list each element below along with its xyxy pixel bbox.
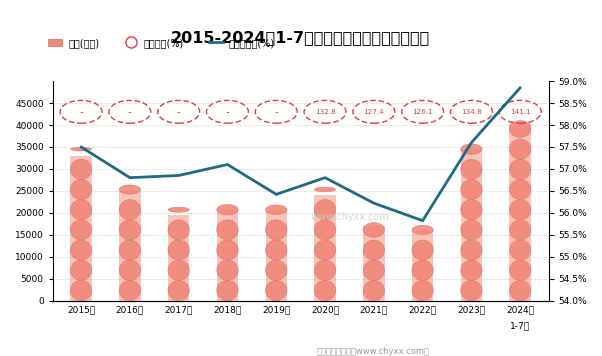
Text: 141.1: 141.1: [510, 109, 530, 115]
Ellipse shape: [363, 240, 385, 260]
Ellipse shape: [461, 159, 482, 179]
Ellipse shape: [509, 159, 531, 179]
FancyBboxPatch shape: [509, 123, 531, 300]
FancyBboxPatch shape: [217, 210, 238, 300]
Ellipse shape: [168, 281, 190, 300]
Ellipse shape: [412, 240, 433, 260]
Ellipse shape: [363, 260, 385, 281]
Ellipse shape: [509, 179, 531, 200]
Ellipse shape: [461, 179, 482, 200]
FancyBboxPatch shape: [412, 231, 433, 300]
Ellipse shape: [70, 200, 92, 220]
Text: www.chyxx.com: www.chyxx.com: [311, 212, 389, 222]
Ellipse shape: [217, 240, 238, 260]
Ellipse shape: [509, 281, 531, 300]
Ellipse shape: [509, 220, 531, 240]
Ellipse shape: [70, 159, 92, 179]
Ellipse shape: [70, 179, 92, 200]
Text: 132.8: 132.8: [315, 109, 335, 115]
Ellipse shape: [461, 260, 482, 281]
Text: -: -: [128, 107, 132, 117]
Ellipse shape: [509, 139, 531, 159]
Ellipse shape: [217, 220, 238, 240]
Ellipse shape: [461, 220, 482, 240]
Ellipse shape: [119, 220, 141, 240]
Ellipse shape: [265, 260, 287, 281]
FancyBboxPatch shape: [70, 156, 92, 300]
FancyBboxPatch shape: [363, 226, 385, 300]
Ellipse shape: [363, 222, 385, 237]
Ellipse shape: [314, 240, 336, 260]
Ellipse shape: [509, 240, 531, 260]
Ellipse shape: [412, 281, 433, 300]
Ellipse shape: [509, 120, 531, 137]
FancyBboxPatch shape: [461, 149, 482, 300]
Ellipse shape: [412, 225, 433, 235]
Text: 1-7月: 1-7月: [510, 321, 530, 330]
FancyBboxPatch shape: [168, 215, 190, 300]
Text: 134.8: 134.8: [461, 109, 482, 115]
Ellipse shape: [265, 205, 287, 215]
Title: 2015-2024年1-7月安徽省工业企业负债统计图: 2015-2024年1-7月安徽省工业企业负债统计图: [171, 30, 430, 45]
Text: -: -: [79, 107, 83, 117]
Ellipse shape: [265, 240, 287, 260]
Ellipse shape: [119, 200, 141, 220]
Ellipse shape: [217, 204, 238, 215]
Ellipse shape: [217, 260, 238, 281]
Ellipse shape: [314, 187, 336, 192]
Ellipse shape: [461, 200, 482, 220]
Ellipse shape: [70, 240, 92, 260]
Ellipse shape: [461, 240, 482, 260]
FancyBboxPatch shape: [265, 211, 287, 300]
Ellipse shape: [265, 281, 287, 300]
Ellipse shape: [314, 220, 336, 240]
Ellipse shape: [461, 144, 482, 155]
Text: -: -: [226, 107, 229, 117]
Text: 制图：智研咨询（www.chyxx.com）: 制图：智研咨询（www.chyxx.com）: [317, 347, 430, 356]
Ellipse shape: [314, 200, 336, 220]
Ellipse shape: [461, 281, 482, 300]
Ellipse shape: [168, 220, 190, 240]
Ellipse shape: [119, 240, 141, 260]
Ellipse shape: [168, 240, 190, 260]
Ellipse shape: [168, 260, 190, 281]
Text: -: -: [275, 107, 278, 117]
Ellipse shape: [265, 220, 287, 240]
Ellipse shape: [70, 220, 92, 240]
Text: -: -: [177, 107, 181, 117]
Ellipse shape: [314, 260, 336, 281]
Ellipse shape: [119, 281, 141, 300]
Ellipse shape: [70, 147, 92, 151]
Ellipse shape: [168, 207, 190, 212]
Ellipse shape: [314, 281, 336, 300]
Ellipse shape: [217, 281, 238, 300]
Ellipse shape: [509, 260, 531, 281]
FancyBboxPatch shape: [314, 195, 336, 300]
Ellipse shape: [412, 260, 433, 281]
FancyBboxPatch shape: [119, 191, 141, 300]
Text: 126.1: 126.1: [412, 109, 433, 115]
Ellipse shape: [509, 200, 531, 220]
Ellipse shape: [363, 281, 385, 300]
Ellipse shape: [119, 260, 141, 281]
Ellipse shape: [119, 185, 141, 194]
Text: 127.4: 127.4: [364, 109, 384, 115]
Legend: 负债(亿元), 产权比率(%), 资产负债率(%): 负债(亿元), 产权比率(%), 资产负债率(%): [48, 38, 275, 48]
Ellipse shape: [70, 260, 92, 281]
Ellipse shape: [70, 281, 92, 300]
